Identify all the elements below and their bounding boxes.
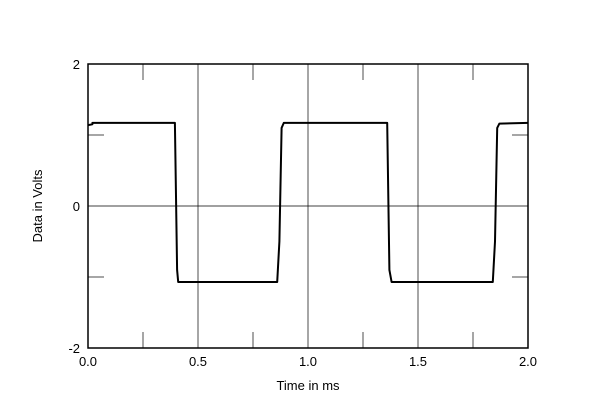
series-line	[87, 121, 529, 283]
y-axis-label: Data in Volts	[30, 169, 45, 242]
x-tick-label: 0.5	[189, 354, 207, 369]
x-axis-label: Time in ms	[276, 378, 340, 393]
series-layer	[87, 121, 529, 283]
minor-ticks	[88, 64, 528, 348]
plot-frame	[87, 63, 529, 349]
x-tick-label: 1.0	[299, 354, 317, 369]
y-tick-label: 0	[73, 199, 80, 214]
x-tick-label: 1.5	[409, 354, 427, 369]
grid	[88, 64, 528, 348]
x-tick-label: 0.0	[79, 354, 97, 369]
y-tick-label: -2	[68, 341, 80, 356]
y-tick-label: 2	[73, 57, 80, 72]
y-tick-labels: -2 0 2	[68, 57, 80, 356]
x-tick-label: 2.0	[519, 354, 537, 369]
x-tick-labels: 0.0 0.5 1.0 1.5 2.0	[79, 354, 537, 369]
